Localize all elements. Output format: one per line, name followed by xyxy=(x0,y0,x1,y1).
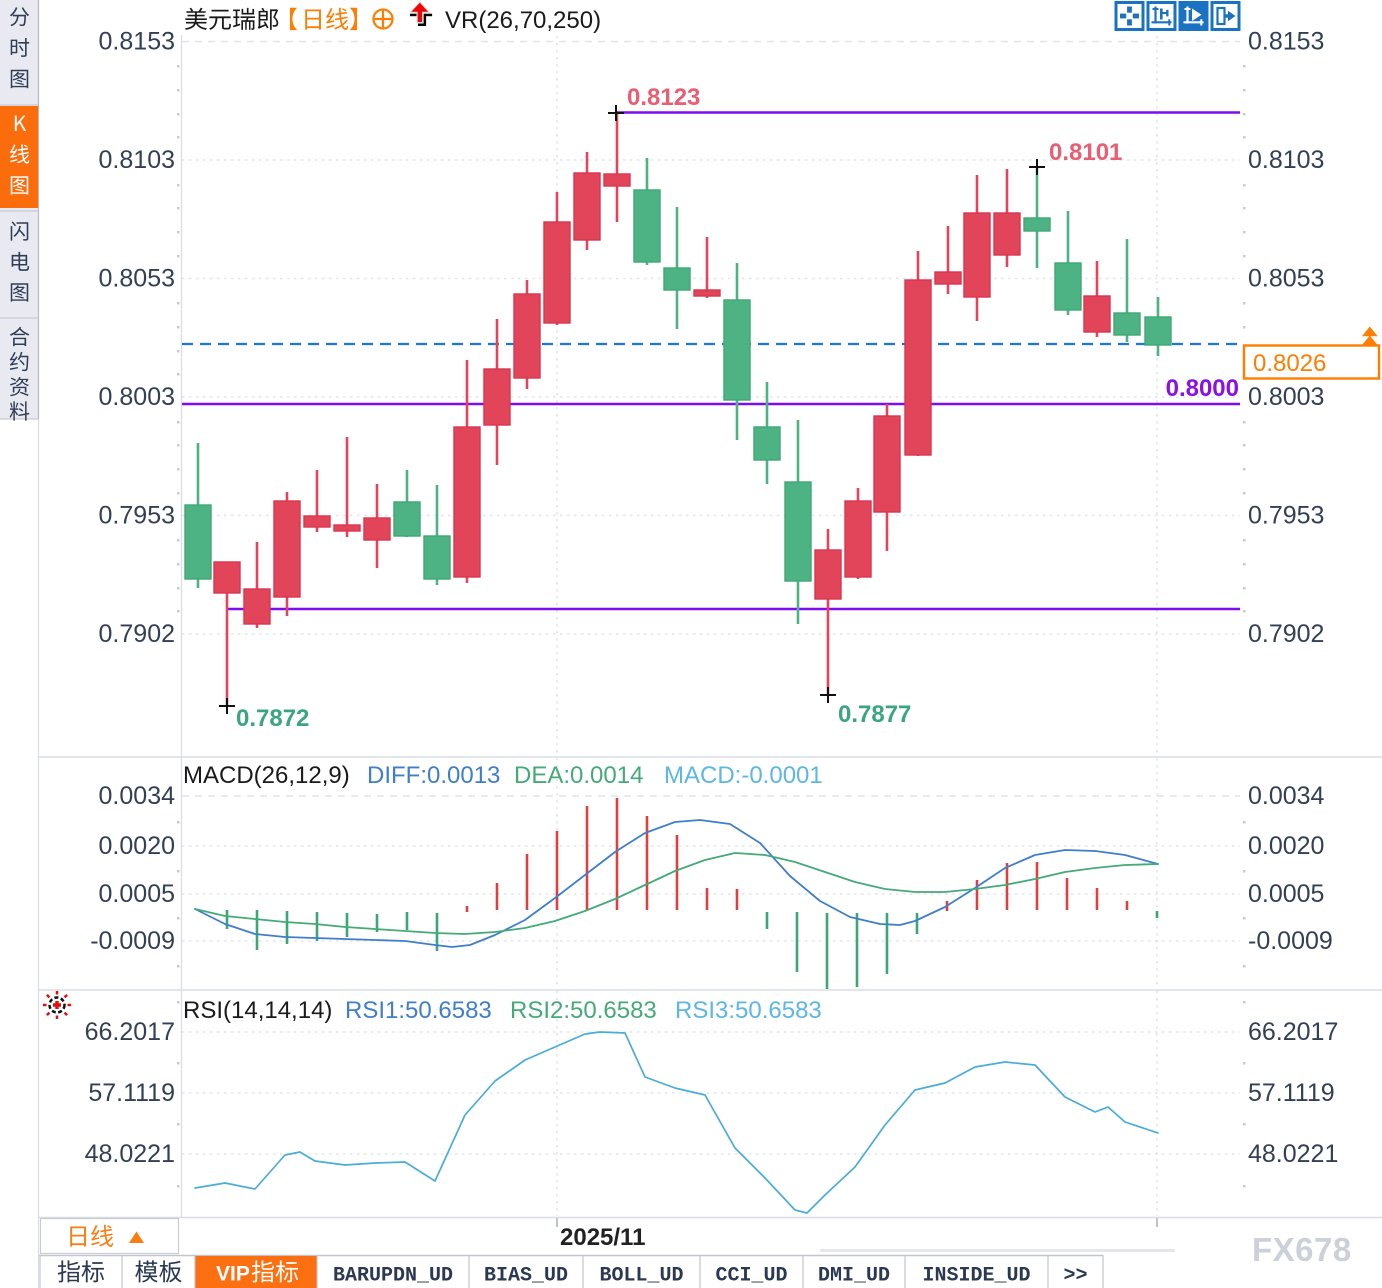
svg-text:0.8026: 0.8026 xyxy=(1253,350,1326,377)
svg-text:MACD:-0.0001: MACD:-0.0001 xyxy=(664,762,823,789)
svg-text:>>: >> xyxy=(1063,1265,1087,1288)
svg-text:0.7902: 0.7902 xyxy=(1248,620,1324,648)
svg-text:FX678: FX678 xyxy=(1252,1231,1352,1268)
svg-text:BOLL_UD: BOLL_UD xyxy=(599,1265,683,1288)
svg-text:66.2017: 66.2017 xyxy=(85,1018,175,1046)
svg-text:0.8053: 0.8053 xyxy=(1248,265,1324,293)
svg-text:DIFF:0.0013: DIFF:0.0013 xyxy=(367,762,500,789)
svg-text:RSI1:50.6583: RSI1:50.6583 xyxy=(345,997,492,1024)
svg-text:0.8101: 0.8101 xyxy=(1049,139,1122,166)
svg-text:0.0020: 0.0020 xyxy=(99,832,175,860)
svg-text:0.0020: 0.0020 xyxy=(1248,832,1324,860)
svg-text:2025/11: 2025/11 xyxy=(560,1224,645,1251)
svg-text:0.7902: 0.7902 xyxy=(99,620,175,648)
svg-text:0.8003: 0.8003 xyxy=(1248,383,1324,411)
svg-text:57.1119: 57.1119 xyxy=(1248,1079,1335,1107)
svg-text:48.0221: 48.0221 xyxy=(85,1140,175,1168)
svg-text:48.0221: 48.0221 xyxy=(1248,1140,1338,1168)
svg-text:0.8153: 0.8153 xyxy=(99,28,175,56)
svg-text:0.8103: 0.8103 xyxy=(99,146,175,174)
svg-text:RSI(14,14,14): RSI(14,14,14) xyxy=(183,997,332,1024)
svg-text:0.0034: 0.0034 xyxy=(1248,782,1325,810)
svg-text:66.2017: 66.2017 xyxy=(1248,1018,1338,1046)
svg-text:0.8103: 0.8103 xyxy=(1248,146,1324,174)
svg-text:BIAS_UD: BIAS_UD xyxy=(484,1265,568,1288)
svg-text:VIP: VIP xyxy=(216,1263,250,1286)
svg-text:0.7953: 0.7953 xyxy=(99,502,175,530)
svg-text:DEA:0.0014: DEA:0.0014 xyxy=(514,762,643,789)
svg-text:0.7953: 0.7953 xyxy=(1248,502,1324,530)
svg-text:RSI2:50.6583: RSI2:50.6583 xyxy=(510,997,657,1024)
svg-text:0.8053: 0.8053 xyxy=(99,265,175,293)
svg-text:DMI_UD: DMI_UD xyxy=(818,1265,890,1288)
svg-text:0.7877: 0.7877 xyxy=(838,701,911,728)
svg-text:0.8123: 0.8123 xyxy=(627,84,700,111)
svg-text:CCI_UD: CCI_UD xyxy=(715,1265,787,1288)
svg-text:0.0005: 0.0005 xyxy=(99,880,175,908)
svg-text:-0.0009: -0.0009 xyxy=(90,927,175,955)
svg-text:RSI3:50.6583: RSI3:50.6583 xyxy=(675,997,822,1024)
svg-text:0.0005: 0.0005 xyxy=(1248,880,1324,908)
svg-text:VR(26,70,250): VR(26,70,250) xyxy=(445,7,601,34)
svg-text:0.8003: 0.8003 xyxy=(99,383,175,411)
svg-text:0.8000: 0.8000 xyxy=(1166,375,1239,402)
svg-text:57.1119: 57.1119 xyxy=(88,1079,175,1107)
svg-text:BARUPDN_UD: BARUPDN_UD xyxy=(333,1265,453,1288)
svg-text:0.8153: 0.8153 xyxy=(1248,28,1324,56)
svg-text:MACD(26,12,9): MACD(26,12,9) xyxy=(183,762,350,789)
svg-text:0.7872: 0.7872 xyxy=(236,705,309,732)
svg-text:0.0034: 0.0034 xyxy=(99,782,176,810)
svg-text:INSIDE_UD: INSIDE_UD xyxy=(922,1265,1030,1288)
svg-text:-0.0009: -0.0009 xyxy=(1248,927,1333,955)
